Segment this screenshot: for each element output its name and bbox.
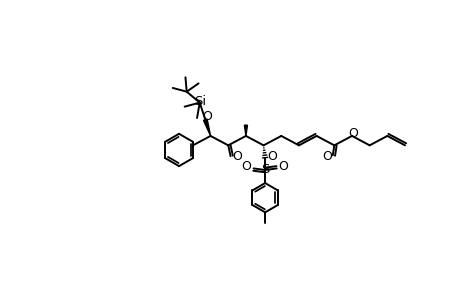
Text: O: O [241, 160, 251, 173]
Text: O: O [202, 110, 212, 123]
Text: O: O [322, 150, 331, 163]
Text: O: O [231, 150, 241, 164]
Text: S: S [260, 164, 269, 176]
Polygon shape [244, 125, 247, 136]
Text: O: O [267, 150, 276, 164]
Text: Si: Si [194, 95, 206, 108]
Text: O: O [347, 127, 357, 140]
Polygon shape [203, 119, 210, 136]
Text: O: O [278, 160, 288, 173]
